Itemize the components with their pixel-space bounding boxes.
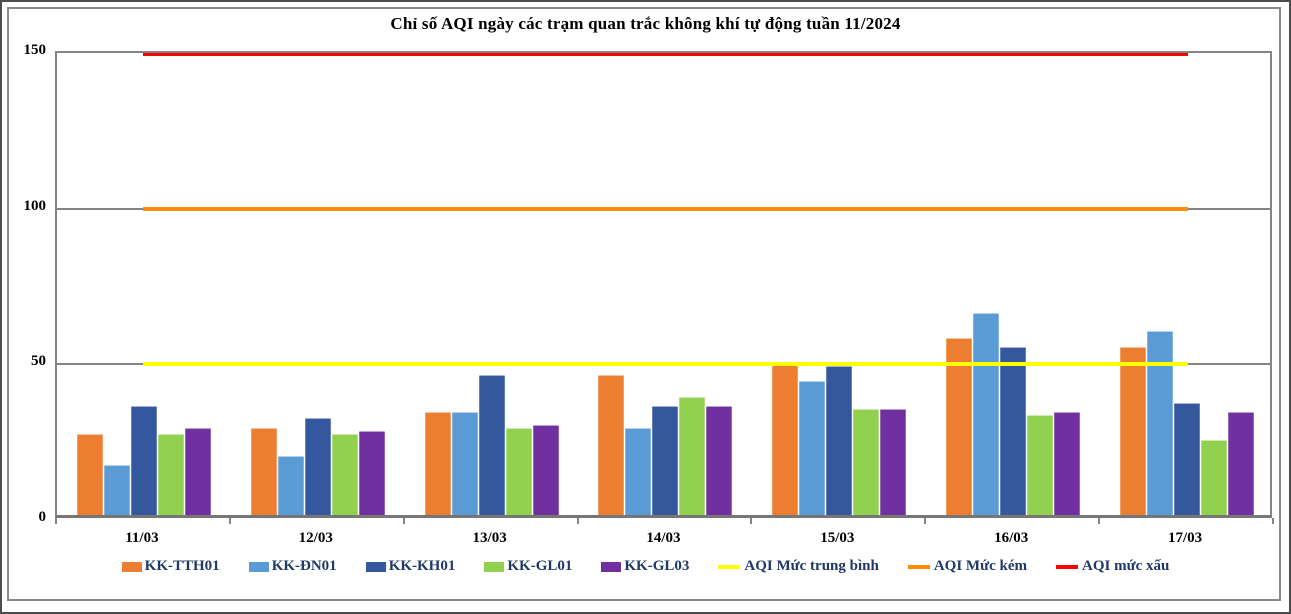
legend-label: AQI Mức trung bình bbox=[744, 558, 879, 574]
bar-KK-GL03 bbox=[532, 425, 559, 515]
x-axis-tick bbox=[577, 518, 579, 524]
bar-group-11/03 bbox=[57, 53, 231, 515]
bar-KK-ĐN01 bbox=[277, 456, 304, 515]
bar-KK-GL03 bbox=[880, 409, 907, 515]
x-label-12/03: 12/03 bbox=[298, 530, 333, 546]
bar-KK-GL03 bbox=[1054, 412, 1081, 515]
bar-KK-KH01 bbox=[652, 406, 679, 515]
legend-item-KK-KH01: KK-KH01 bbox=[365, 558, 456, 575]
ref-line-150 bbox=[143, 53, 1188, 56]
ref-line-100 bbox=[143, 207, 1188, 211]
bar-KK-TTH01 bbox=[1120, 347, 1147, 515]
y-label-100: 100 bbox=[23, 198, 47, 214]
bar-KK-GL03 bbox=[706, 406, 733, 515]
x-axis-tick bbox=[55, 518, 57, 524]
x-label-13/03: 13/03 bbox=[472, 530, 507, 546]
bar-KK-TTH01 bbox=[946, 338, 973, 515]
bar-KK-GL03 bbox=[1228, 412, 1255, 515]
bar-KK-TTH01 bbox=[424, 412, 451, 515]
bar-KK-ĐN01 bbox=[973, 313, 1000, 515]
x-axis-tick bbox=[229, 518, 231, 524]
plot-area bbox=[55, 51, 1272, 518]
legend-swatch bbox=[601, 561, 622, 572]
legend-swatch bbox=[248, 561, 269, 572]
bar-KK-ĐN01 bbox=[1147, 331, 1174, 515]
x-label-17/03: 17/03 bbox=[1167, 530, 1203, 546]
legend-item-AQI Mức trung bình: AQI Mức trung bình bbox=[718, 558, 879, 575]
bar-group-15/03 bbox=[752, 53, 926, 515]
bar-KK-GL03 bbox=[184, 428, 211, 515]
bar-KK-GL01 bbox=[1201, 440, 1228, 515]
bar-group-16/03 bbox=[926, 53, 1100, 515]
bar-KK-ĐN01 bbox=[799, 381, 826, 515]
bar-KK-GL01 bbox=[331, 434, 358, 515]
legend-swatch bbox=[718, 564, 741, 569]
x-label-15/03: 15/03 bbox=[820, 530, 855, 546]
x-axis-tick bbox=[924, 518, 926, 524]
y-label-0: 0 bbox=[38, 509, 47, 525]
legend-swatch bbox=[121, 561, 142, 572]
chart-legend: KK-TTH01 KK-ĐN01 KK-KH01 KK-GL01 KK-GL03 AQI … bbox=[2, 558, 1289, 575]
legend-swatch bbox=[1055, 564, 1078, 569]
x-axis-tick bbox=[1272, 518, 1274, 524]
bar-KK-GL01 bbox=[505, 428, 532, 515]
chart-title: Chỉ số AQI ngày các trạm quan trắc không… bbox=[390, 14, 901, 33]
bar-KK-KH01 bbox=[304, 418, 331, 515]
bar-KK-GL01 bbox=[157, 434, 184, 515]
legend-label: AQI Mức kém bbox=[933, 558, 1027, 574]
y-label-150: 150 bbox=[23, 42, 47, 58]
bar-KK-ĐN01 bbox=[625, 428, 652, 515]
x-label-16/03: 16/03 bbox=[994, 530, 1029, 546]
bar-KK-KH01 bbox=[826, 366, 853, 515]
bar-KK-GL01 bbox=[1027, 415, 1054, 515]
bar-KK-ĐN01 bbox=[451, 412, 478, 515]
legend-label: KK-GL01 bbox=[507, 558, 573, 574]
bar-group-14/03 bbox=[579, 53, 753, 515]
legend-item-KK-TTH01: KK-TTH01 bbox=[121, 558, 220, 575]
legend-swatch bbox=[907, 564, 930, 569]
legend-label: KK-ĐN01 bbox=[271, 558, 337, 574]
legend-label: KK-GL03 bbox=[624, 558, 690, 574]
legend-swatch bbox=[365, 561, 386, 572]
bar-group-12/03 bbox=[231, 53, 405, 515]
legend-item-AQI Mức kém: AQI Mức kém bbox=[907, 558, 1027, 575]
bar-KK-KH01 bbox=[1174, 403, 1201, 515]
x-label-11/03: 11/03 bbox=[125, 530, 159, 546]
legend-item-KK-ĐN01: KK-ĐN01 bbox=[248, 558, 337, 575]
legend-item-KK-GL03: KK-GL03 bbox=[601, 558, 689, 575]
x-axis-tick bbox=[1098, 518, 1100, 524]
bar-KK-TTH01 bbox=[250, 428, 277, 515]
y-label-50: 50 bbox=[31, 353, 46, 369]
x-label-14/03: 14/03 bbox=[646, 530, 681, 546]
bar-KK-KH01 bbox=[130, 406, 157, 515]
bar-group-13/03 bbox=[405, 53, 579, 515]
bar-group-17/03 bbox=[1100, 53, 1274, 515]
ref-line-50 bbox=[143, 362, 1188, 366]
bar-KK-GL03 bbox=[358, 431, 385, 515]
bar-KK-TTH01 bbox=[76, 434, 103, 515]
x-axis-tick bbox=[750, 518, 752, 524]
legend-item-KK-GL01: KK-GL01 bbox=[484, 558, 572, 575]
bar-KK-KH01 bbox=[1000, 347, 1027, 515]
bar-KK-GL01 bbox=[853, 409, 880, 515]
bar-KK-TTH01 bbox=[772, 362, 799, 515]
bar-KK-ĐN01 bbox=[103, 465, 130, 515]
legend-label: KK-KH01 bbox=[388, 558, 456, 574]
bar-KK-GL01 bbox=[679, 397, 706, 515]
bar-KK-KH01 bbox=[478, 375, 505, 515]
legend-label: AQI mức xấu bbox=[1081, 558, 1170, 574]
legend-swatch bbox=[484, 561, 505, 572]
x-axis-tick bbox=[403, 518, 405, 524]
legend-item-AQI mức xấu: AQI mức xấu bbox=[1055, 558, 1170, 575]
legend-label: KK-TTH01 bbox=[144, 558, 220, 574]
bar-KK-TTH01 bbox=[598, 375, 625, 515]
